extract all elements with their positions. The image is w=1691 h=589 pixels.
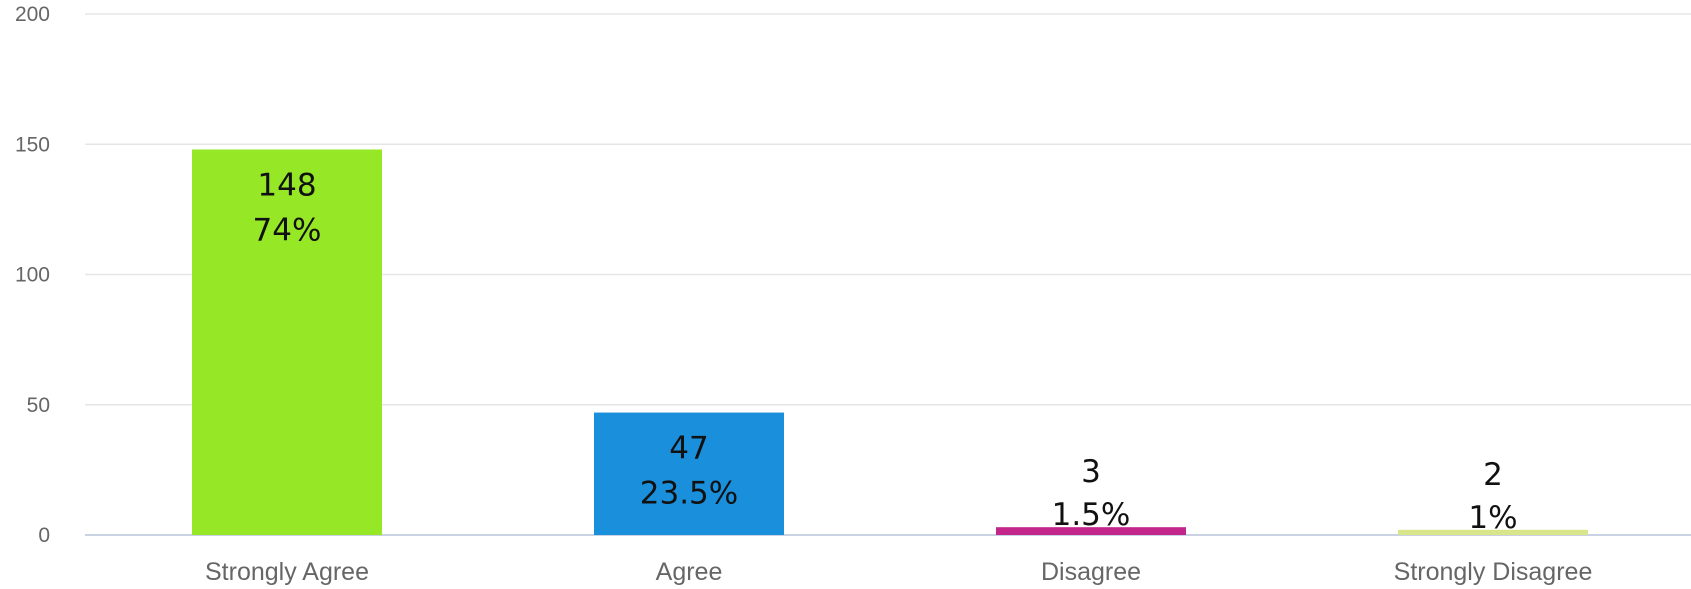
- y-tick-label: 50: [27, 394, 50, 417]
- x-tick-label: Strongly Agree: [205, 558, 369, 586]
- data-label-count: 148: [257, 167, 316, 203]
- data-labels: 148 74% 47 23.5% 3 1.5% 2 1%: [253, 167, 1518, 535]
- data-label-percent: 74%: [253, 212, 322, 248]
- data-label-count: 2: [1483, 457, 1503, 493]
- data-label-percent: 1%: [1468, 500, 1517, 536]
- data-label-count: 3: [1081, 454, 1101, 490]
- y-axis-ticks: 0 50 100 150 200: [15, 3, 50, 547]
- data-label-percent: 1.5%: [1052, 497, 1131, 533]
- bar: [1398, 529, 1588, 535]
- x-axis-category-labels: Strongly Agree Agree Disagree Strongly Disa…: [205, 558, 1592, 586]
- y-tick-label: 0: [38, 524, 50, 547]
- x-tick-label: Strongly Disagree: [1394, 558, 1593, 586]
- y-tick-label: 200: [15, 3, 50, 26]
- x-tick-label: Agree: [656, 558, 723, 586]
- data-label-percent: 23.5%: [640, 476, 738, 512]
- x-tick-label: Disagree: [1041, 558, 1141, 586]
- data-label-count: 47: [669, 431, 708, 467]
- y-tick-label: 100: [15, 264, 50, 287]
- bar: [192, 149, 382, 535]
- y-tick-label: 150: [15, 133, 50, 156]
- bar: [594, 412, 784, 535]
- bar: [996, 527, 1186, 535]
- bars: [192, 149, 1588, 535]
